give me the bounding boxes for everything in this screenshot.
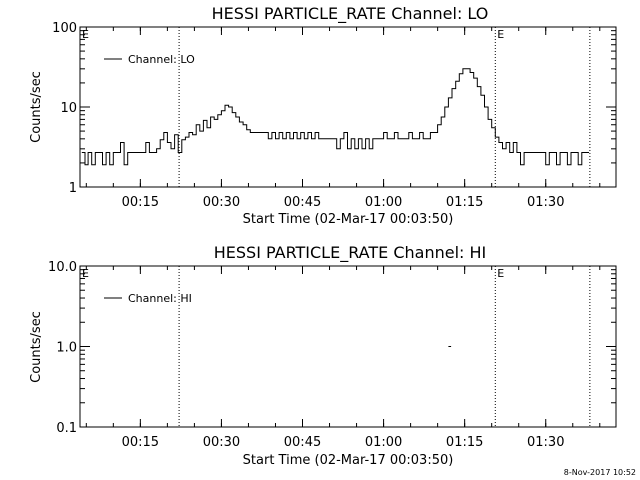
event-label: E [497,28,504,41]
x-tick-label: 01:00 [365,435,402,450]
x-tick-label: 01:30 [527,435,564,450]
x-tick-label: 01:15 [446,435,483,450]
y-ticks: 1 10 100 [52,21,616,196]
plot-frame [79,265,617,428]
x-ticks: 00:15 00:30 00:45 01:00 01:15 01:30 [85,27,601,210]
y-tick-label: 1 [69,181,77,196]
y-axis-label: Counts/sec [29,311,44,383]
chart-panel-lo: HESSI PARTICLE_RATE Channel: LO Counts/s… [29,4,617,227]
axis-corner-label: E [82,267,89,280]
axis-corner-label: E [82,28,89,41]
event-lines: E [178,27,591,187]
x-tick-label: 00:45 [284,435,321,450]
x-tick-label: 01:15 [446,195,483,210]
chart-panel-hi: HESSI PARTICLE_RATE Channel: HI Counts/s… [29,243,617,468]
x-tick-label: 01:30 [527,195,564,210]
x-axis-label: Start Time (02-Mar-17 00:03:50) [243,212,454,227]
data-series [81,68,589,166]
chart-title: HESSI PARTICLE_RATE Channel: HI [214,243,487,263]
x-tick-label: 00:30 [203,195,240,210]
series-line-channel-lo [81,68,589,166]
x-tick-label: 01:00 [365,195,402,210]
y-tick-label: 10 [60,101,77,116]
x-axis-label: Start Time (02-Mar-17 00:03:50) [243,453,454,468]
event-label: E [497,267,504,280]
y-tick-label: 100 [52,21,77,36]
y-ticks: 0.1 1.0 10.0 [48,260,616,436]
legend-label: Channel: HI [128,292,192,305]
x-ticks: 00:15 00:30 00:45 01:00 01:15 01:30 [85,266,601,450]
timestamp: 8-Nov-2017 10:52 [564,468,636,477]
x-tick-label: 00:30 [203,435,240,450]
y-axis-label: Counts/sec [29,71,44,143]
y-tick-label: 1.0 [56,341,77,356]
y-tick-label: 10.0 [48,260,77,275]
plot-frame [79,26,617,188]
event-lines: E [178,266,591,427]
x-tick-label: 00:15 [122,435,159,450]
x-tick-label: 00:15 [122,195,159,210]
legend-label: Channel: LO [128,53,195,66]
x-tick-label: 00:45 [284,195,321,210]
chart-title: HESSI PARTICLE_RATE Channel: LO [212,4,489,24]
y-tick-label: 0.1 [56,421,77,436]
